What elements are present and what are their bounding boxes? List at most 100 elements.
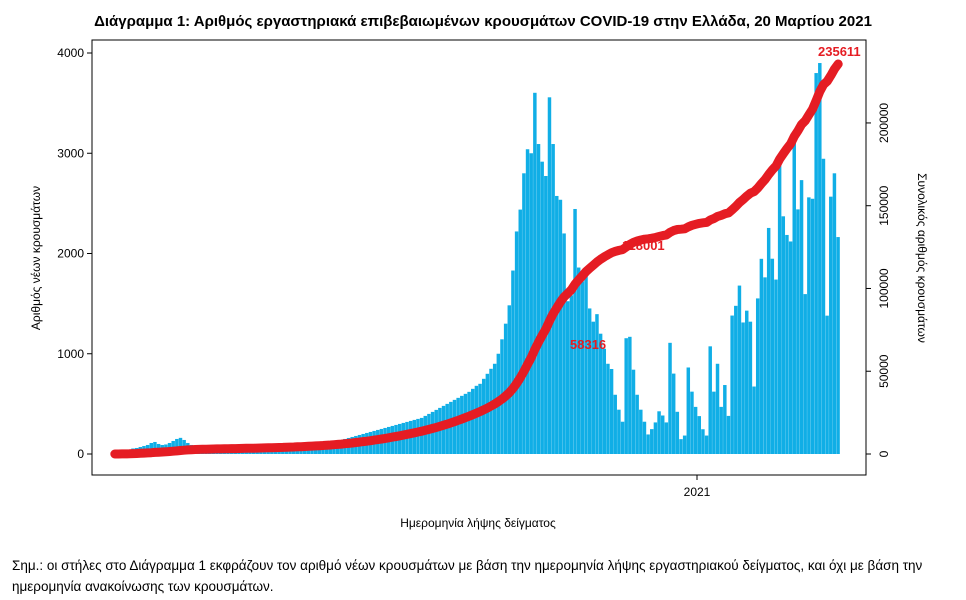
bar: [449, 401, 453, 454]
bar: [485, 373, 490, 454]
bar: [671, 373, 676, 454]
bar: [660, 415, 665, 454]
bar: [646, 434, 650, 454]
bar: [529, 153, 533, 454]
bar: [734, 305, 738, 454]
chart-area: 0 1000 2000 3000 4000 0 50000 100000 150000 20000…: [29, 39, 929, 530]
bar: [657, 411, 661, 454]
bar: [781, 216, 786, 454]
bar: [829, 196, 833, 454]
bar: [555, 195, 559, 455]
bar: [745, 310, 749, 454]
bar: [591, 321, 596, 454]
bar: [544, 176, 548, 454]
bar: [562, 233, 566, 454]
bar: [810, 198, 815, 454]
bar: [723, 385, 727, 454]
bar: [602, 348, 607, 454]
bar: [697, 416, 701, 454]
plot-frame: [91, 39, 867, 476]
bar: [580, 281, 585, 454]
y-tick-label: 4000: [57, 46, 84, 60]
y-tick-label: 1000: [57, 347, 84, 361]
y2-tick-label: 0: [877, 450, 891, 457]
bar: [679, 439, 683, 454]
bar: [558, 199, 563, 454]
y-axis-label: Αριθμός νέων κρουσμάτων: [29, 186, 43, 330]
bar: [690, 391, 694, 454]
bar: [708, 346, 712, 454]
y2-tick-label: 100000: [877, 268, 891, 308]
bar: [503, 323, 508, 454]
bar: [463, 393, 468, 454]
bar: [818, 63, 822, 455]
bar: [576, 267, 581, 454]
bar: [712, 391, 716, 454]
y2-axis-label: Συνολικός αριθμός κρουσμάτων: [915, 173, 929, 343]
cumulative-label: 235611: [818, 44, 861, 59]
bar: [525, 149, 530, 455]
bar: [701, 429, 705, 454]
bar: [741, 322, 745, 454]
cumulative-label: 118001: [622, 238, 665, 253]
bar: [445, 403, 449, 454]
bar: [631, 369, 636, 454]
bar: [821, 158, 826, 455]
bar: [803, 294, 807, 454]
bar: [587, 308, 592, 454]
bar: [624, 338, 628, 454]
bar: [807, 197, 811, 455]
bar: [766, 227, 771, 454]
bar: [613, 394, 617, 454]
bar: [598, 333, 603, 454]
bar: [664, 422, 669, 454]
y-tick-label: 2000: [57, 247, 84, 261]
bar: [478, 383, 482, 454]
bar: [460, 395, 464, 454]
bar: [481, 378, 486, 454]
y2-tick-label: 150000: [877, 185, 891, 225]
y-tick-label: 0: [77, 447, 84, 461]
bar: [792, 133, 796, 454]
bar: [540, 161, 544, 454]
bar: [650, 429, 654, 454]
bar: [770, 258, 775, 454]
bar: [511, 270, 515, 454]
bar: [514, 231, 519, 454]
bar: [474, 385, 479, 454]
bar: [748, 321, 753, 454]
bar: [635, 394, 639, 454]
bar: [675, 411, 680, 454]
bar: [763, 277, 767, 454]
bar: [682, 435, 687, 454]
bar: [606, 363, 610, 454]
bar: [825, 315, 829, 454]
bar: [832, 173, 837, 455]
bar: [737, 285, 742, 454]
bar: [573, 208, 577, 454]
bar: [726, 415, 731, 454]
bar: [796, 209, 800, 454]
footnote: Σημ.: οι στήλες στο Διάγραμμα 1 εκφράζου…: [12, 558, 923, 594]
bar: [774, 279, 778, 454]
bar: [693, 406, 698, 454]
bar: [467, 391, 471, 454]
bar: [755, 298, 760, 454]
bar: [719, 406, 723, 454]
bar: [471, 388, 475, 454]
bar: [595, 314, 599, 454]
bar: [547, 97, 552, 455]
bar: [489, 368, 493, 454]
bar: [566, 301, 570, 454]
y2-tick-label: 200000: [877, 103, 891, 143]
bar: [178, 437, 183, 454]
bar: [668, 342, 672, 454]
bar: [730, 315, 734, 454]
bar: [686, 367, 691, 454]
y-tick-label: 3000: [57, 146, 84, 160]
bar: [419, 417, 424, 454]
bar: [441, 405, 446, 454]
bar: [639, 409, 643, 454]
cumulative-line: [110, 59, 843, 459]
bar: [569, 295, 574, 454]
